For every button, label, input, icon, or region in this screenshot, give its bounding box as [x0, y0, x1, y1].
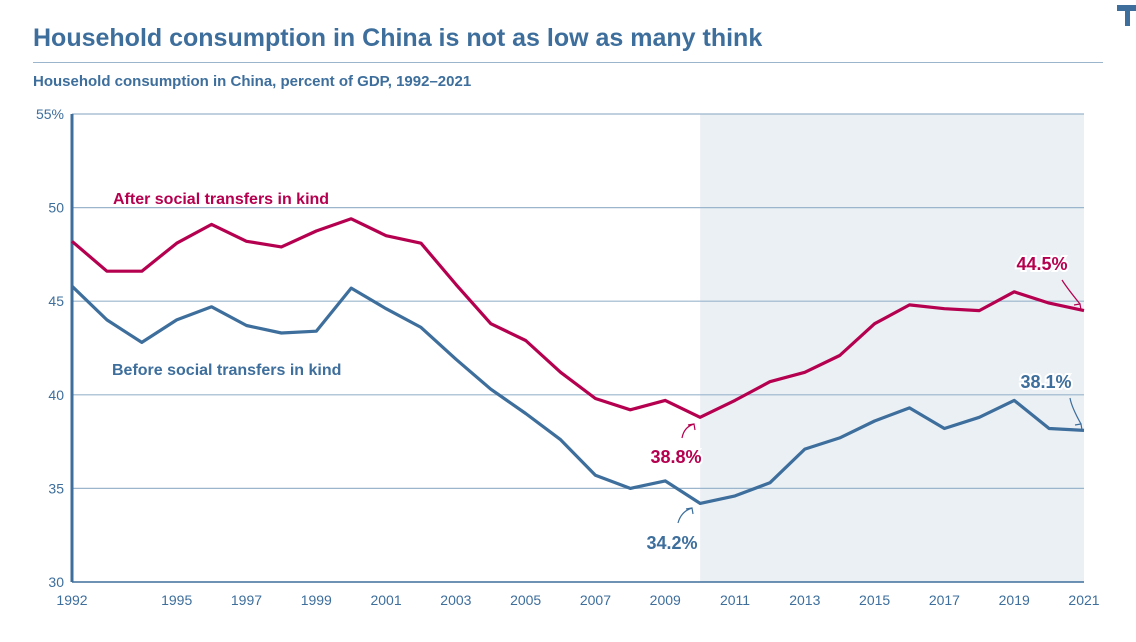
x-tick-label: 2003 — [440, 592, 471, 608]
y-tick-label: 45 — [48, 293, 64, 309]
annotation-arrow — [1069, 397, 1083, 431]
x-tick-label: 2011 — [720, 592, 750, 608]
series-line-before — [70, 285, 1085, 505]
x-tick-label: 1992 — [56, 592, 87, 608]
annotation-label: 38.1% — [1020, 372, 1071, 392]
x-tick-label: 2013 — [789, 592, 820, 608]
annotation-label: 44.5% — [1016, 254, 1067, 274]
series-line-after — [70, 217, 1085, 419]
y-tick-label: 35 — [48, 480, 64, 496]
y-tick-label: 50 — [48, 200, 64, 216]
x-tick-label: 2019 — [999, 592, 1030, 608]
annotation-arrow — [677, 507, 694, 524]
x-tick-label: 2005 — [510, 592, 541, 608]
legend-label-after: After social transfers in kind — [113, 191, 329, 208]
x-tick-label: 2015 — [859, 592, 890, 608]
x-tick-label: 2021 — [1068, 592, 1099, 608]
annotation-label: 34.2% — [646, 533, 697, 553]
annotation-arrow — [1061, 279, 1082, 311]
x-tick-label: 2009 — [650, 592, 681, 608]
x-tick-label: 1995 — [161, 592, 192, 608]
x-tick-label: 1997 — [231, 592, 262, 608]
chart-title: Household consumption in China is not as… — [33, 24, 763, 52]
x-tick-label: 2017 — [929, 592, 960, 608]
annotation-label: 38.8% — [650, 447, 701, 467]
plus-corner-icon — [1117, 5, 1136, 26]
x-tick-label: 2007 — [580, 592, 611, 608]
annotation-arrow — [681, 423, 696, 439]
y-tick-label: 55% — [36, 106, 64, 122]
x-tick-label: 2001 — [370, 592, 401, 608]
chart-subtitle: Household consumption in China, percent … — [33, 73, 472, 90]
y-tick-label: 30 — [48, 574, 64, 590]
legend-label-before: Before social transfers in kind — [112, 362, 341, 379]
shaded-period — [700, 114, 1084, 582]
y-tick-label: 40 — [48, 387, 64, 403]
title-divider — [33, 62, 1103, 63]
x-tick-label: 1999 — [301, 592, 332, 608]
